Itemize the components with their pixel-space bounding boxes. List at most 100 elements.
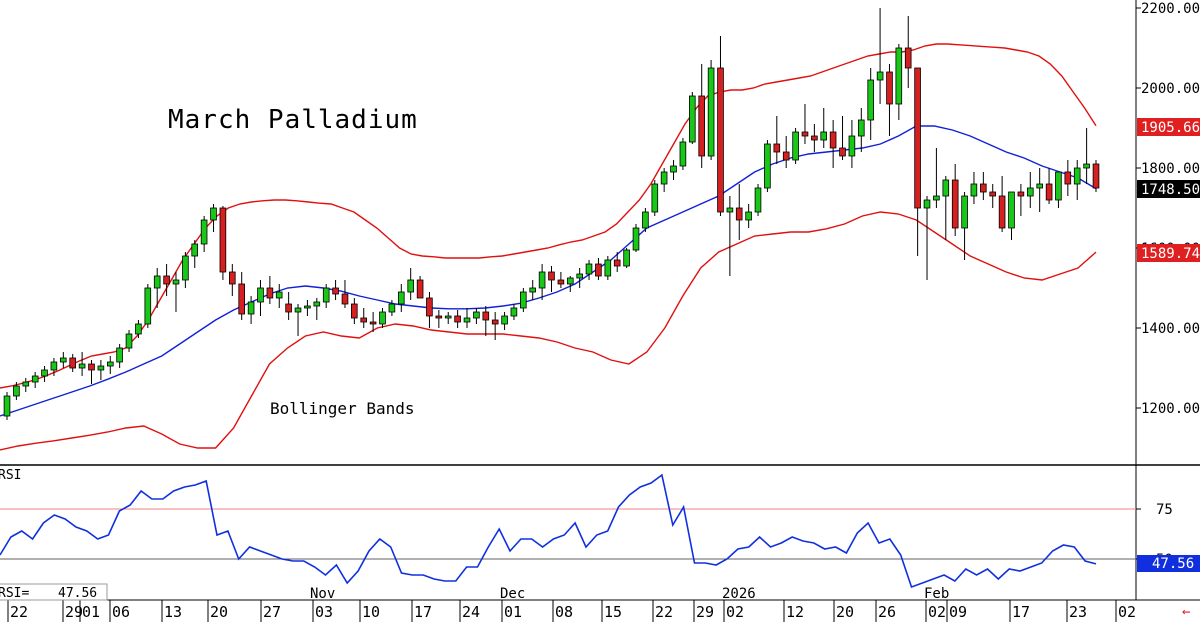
candle-up [31,375,39,383]
candle-up [78,363,86,369]
candles [3,8,1100,420]
month-label: Dec [500,586,525,602]
candle-up [60,357,67,363]
date-tick-label: 20 [210,603,228,621]
last-price-box: 1748.50 [1137,180,1200,198]
candle-up [764,143,771,189]
candle-up [858,119,865,137]
date-tick-label: 02 [1118,603,1136,621]
candle-up [585,263,593,275]
candle-up [144,287,152,325]
candle-up [745,211,752,221]
candle-up [820,131,827,141]
price-tick-label: 2000.00 [1141,81,1200,97]
candle-down [416,279,424,299]
candle-up [1008,191,1015,229]
candle-down [613,259,621,267]
candle-down [989,191,996,197]
candle-up [660,171,668,185]
date-tick-label: 09 [949,603,967,621]
candle-down [829,131,837,149]
lower-band-line [0,211,1097,451]
price-ticks: 1200.001400.001600.001800.002000.002200.… [1136,1,1200,417]
last-price-label: 1748.50 [1141,182,1200,198]
candle-up [135,323,142,335]
candle-up [172,279,180,285]
candle-down [369,321,377,325]
rsi-line [0,473,1097,589]
candle-down [266,287,274,299]
date-tick-label: 22 [10,603,28,621]
candle-down [219,207,227,273]
scroll-arrow-icon[interactable]: ← [1182,604,1190,620]
candle-down [698,95,705,157]
candle-up [520,291,527,309]
date-tick-label: 17 [414,603,432,621]
date-tick-label: 22 [655,603,673,621]
candle-down [1017,191,1025,197]
candle-up [200,219,208,245]
date-tick-label: 13 [164,603,182,621]
candle-up [116,347,123,363]
candle-up [22,381,30,387]
candle-up [13,385,20,397]
date-tick-label: 06 [112,603,130,621]
candle-up [923,199,931,209]
candle-up [107,361,114,367]
candle-down [454,315,461,323]
date-tick-label: 29 [65,603,83,621]
candle-up [604,259,612,277]
candle-up [153,275,161,289]
date-tick-label: 02 [928,603,946,621]
candle-up [322,287,330,303]
candle-down [341,293,349,305]
candle-down [1092,163,1100,189]
candle-down [811,135,818,141]
candle-down [595,263,602,277]
plot-background [0,0,1136,600]
candle-up [651,183,659,213]
candle-up [379,311,386,325]
candle-up [501,315,508,325]
rsi-panel-label: RSI [0,468,21,483]
candle-up [247,301,255,315]
candle-up [576,273,583,279]
date-tick-label: 12 [786,603,804,621]
candle-down [735,207,743,221]
date-tick-label: 02 [726,603,744,621]
candle-up [210,207,217,221]
date-tick-label: 26 [878,603,896,621]
candle-up [407,279,414,293]
candle-up [444,315,452,319]
lower-band-price-box: 1589.74 [1137,244,1200,262]
candle-up [867,79,874,121]
candle-down [238,283,246,315]
candle-up [1027,187,1034,197]
candle-up [275,291,283,299]
candle-up [623,249,630,267]
rsi-readout: RSI= 47.56 [0,583,108,601]
price-tick-label: 1200.00 [1141,401,1200,417]
rsi-readout-label: RSI= [0,586,29,601]
candle-down [285,303,292,313]
date-tick-label: 01 [82,603,100,621]
date-tick-label: 23 [1069,603,1087,621]
candle-down [839,147,846,157]
candle-down [332,287,339,295]
candle-down [435,315,443,319]
candle-up [294,307,302,313]
month-label: 2026 [722,586,756,602]
date-tick-label: 27 [263,603,281,621]
candle-up [754,187,762,213]
candle-up [538,271,546,289]
upper-band-price-label: 1905.66 [1141,120,1200,136]
candle-up [473,311,480,319]
candle-up [933,195,940,201]
candle-down [491,319,499,325]
rsi-value-box-label: 47.56 [1152,556,1194,572]
candle-down [350,303,358,319]
candle-up [3,395,11,417]
upper-band-price-box: 1905.66 [1137,118,1200,136]
